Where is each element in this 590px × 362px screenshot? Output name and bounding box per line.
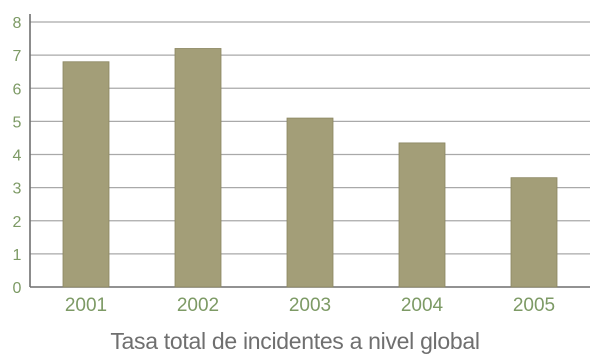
y-tick-label-7: 7 [13, 48, 22, 65]
y-tick-label-4: 4 [13, 148, 22, 165]
y-tick-label-6: 6 [13, 81, 22, 98]
y-tick-label-3: 3 [13, 181, 22, 198]
bar-2003 [286, 117, 334, 288]
x-tick-label-2002: 2002 [177, 295, 219, 316]
bar-2002 [174, 48, 222, 288]
bar-2005 [510, 177, 558, 288]
y-tick-label-1: 1 [13, 247, 22, 264]
x-tick-label-2003: 2003 [289, 295, 331, 316]
y-tick-label-5: 5 [13, 114, 22, 131]
x-tick-label-2001: 2001 [65, 295, 107, 316]
y-tick-label-8: 8 [13, 15, 22, 32]
bar-2004 [398, 142, 446, 288]
bar-2001 [62, 61, 110, 288]
chart-caption: Tasa total de incidentes a nivel global [110, 328, 480, 354]
x-tick-label-2004: 2004 [401, 295, 444, 316]
y-tick-label-2: 2 [13, 214, 22, 231]
y-tick-label-0: 0 [13, 280, 22, 297]
x-tick-label-2005: 2005 [513, 295, 555, 316]
